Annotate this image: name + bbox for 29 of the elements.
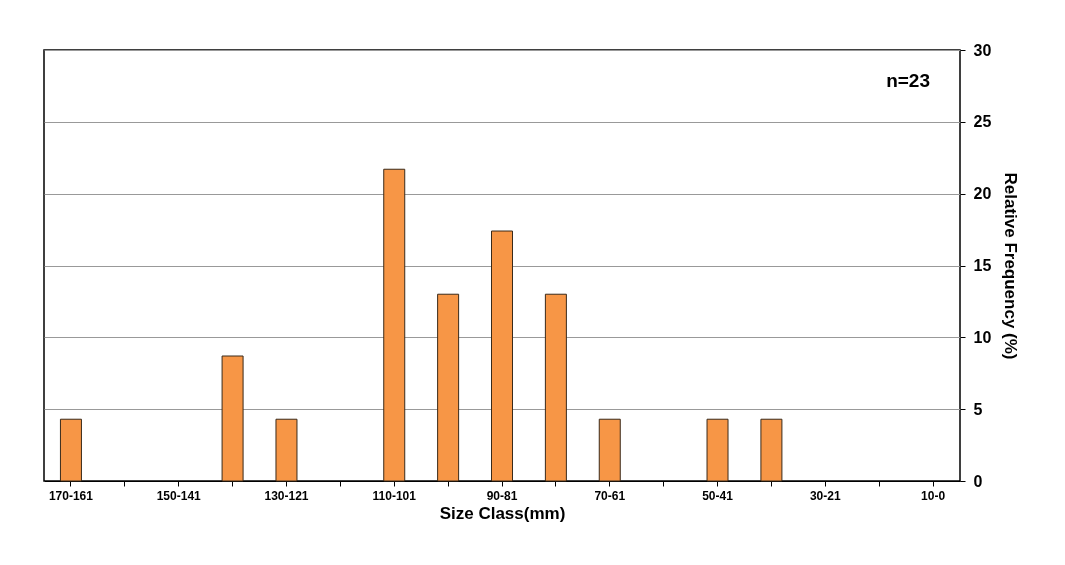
x-tick-label: 70-61 xyxy=(594,488,626,503)
annotation: n=23 xyxy=(886,70,930,91)
y-tick-label: 25 xyxy=(973,113,992,131)
x-tick-label: 170-161 xyxy=(48,488,94,503)
bar xyxy=(544,293,567,482)
bar xyxy=(221,355,244,482)
y-tick-label: 20 xyxy=(973,185,992,203)
x-tick-label: 130-121 xyxy=(264,488,309,503)
bar xyxy=(491,230,513,482)
bar xyxy=(706,418,729,482)
y-tick-label: 5 xyxy=(973,400,983,418)
bar xyxy=(383,168,406,482)
y-tick-label: 30 xyxy=(973,41,992,59)
y-axis-title: Relative Frequency (%) xyxy=(1001,172,1021,360)
x-tick-label: 50-41 xyxy=(702,488,734,503)
x-tick-label: 90-81 xyxy=(486,488,518,503)
x-tick-label: 10-0 xyxy=(921,488,946,503)
x-tick-label: 30-21 xyxy=(809,488,841,503)
bar xyxy=(598,418,621,482)
y-tick-label: 15 xyxy=(973,257,992,274)
x-tick-label: 150-141 xyxy=(156,488,202,503)
x-tick-label: 110-101 xyxy=(372,488,417,503)
bar xyxy=(760,418,783,482)
bar xyxy=(59,418,82,482)
bar xyxy=(275,418,298,482)
y-tick-label: 10 xyxy=(973,328,992,346)
x-axis-title: Size Class(mm) xyxy=(439,503,566,523)
bar xyxy=(437,293,460,482)
y-tick-label: 0 xyxy=(973,472,983,490)
